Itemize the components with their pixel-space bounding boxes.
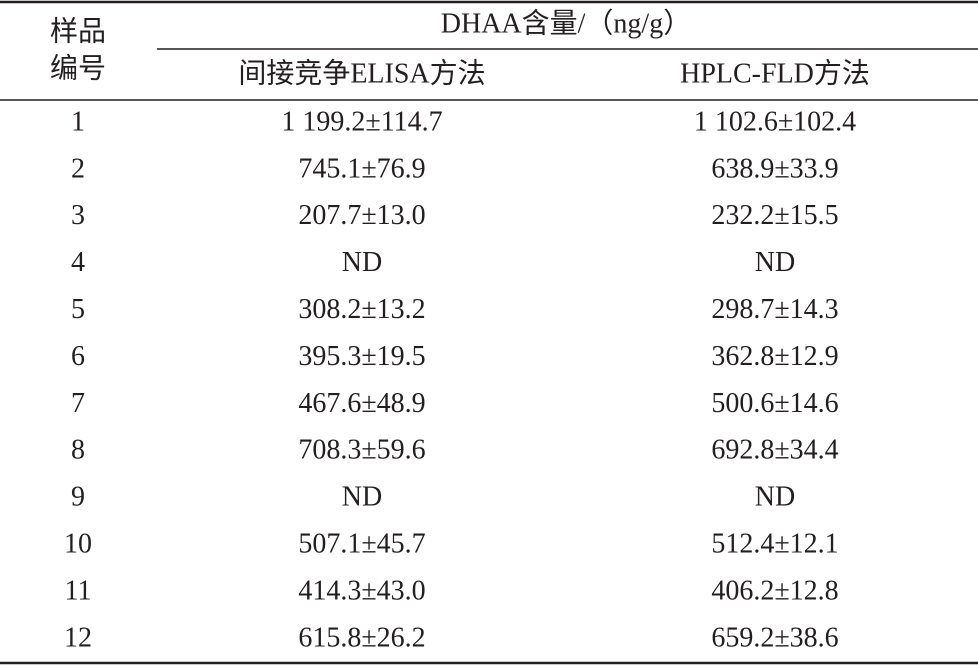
sample-id: 3 bbox=[71, 200, 85, 231]
cell-value: 745.1±76.9 bbox=[298, 153, 425, 184]
cell-value: 692.8±34.4 bbox=[711, 435, 838, 466]
cell-value: 638.9±33.9 bbox=[711, 153, 838, 184]
sample-id: 5 bbox=[71, 294, 85, 325]
cell-value: ND bbox=[342, 247, 382, 278]
cell-value: 207.7±13.0 bbox=[298, 200, 425, 231]
sample-id: 2 bbox=[71, 153, 85, 184]
cell-value: 708.3±59.6 bbox=[298, 435, 425, 466]
cell-value: 467.6±48.9 bbox=[298, 388, 425, 419]
sample-id: 7 bbox=[71, 388, 85, 419]
cell-value: 232.2±15.5 bbox=[711, 200, 838, 231]
cell-value: ND bbox=[755, 482, 795, 513]
sample-id: 11 bbox=[65, 575, 92, 606]
cell-value: 395.3±19.5 bbox=[298, 341, 425, 372]
cell-value: 308.2±13.2 bbox=[298, 294, 425, 325]
cell-value: ND bbox=[755, 247, 795, 278]
cell-value: ND bbox=[342, 482, 382, 513]
sample-id: 9 bbox=[71, 482, 85, 513]
sample-header: 样品 bbox=[50, 15, 106, 47]
cell-value: 298.7±14.3 bbox=[711, 294, 838, 325]
group-header: DHAA含量/（ng/g） bbox=[441, 7, 691, 39]
sample-id: 12 bbox=[64, 622, 92, 653]
column-header: HPLC-FLD方法 bbox=[680, 57, 870, 89]
cell-value: 1 199.2±114.7 bbox=[281, 106, 442, 137]
sample-id: 4 bbox=[71, 247, 85, 278]
cell-value: 512.4±12.1 bbox=[711, 529, 838, 560]
cell-value: 1 102.6±102.4 bbox=[694, 106, 856, 137]
column-header: 间接竞争ELISA方法 bbox=[238, 57, 485, 89]
sample-id: 6 bbox=[71, 341, 85, 372]
cell-value: 507.1±45.7 bbox=[298, 529, 425, 560]
cell-value: 615.8±26.2 bbox=[298, 622, 425, 653]
cell-value: 406.2±12.8 bbox=[711, 575, 838, 606]
cell-value: 414.3±43.0 bbox=[298, 575, 425, 606]
sample-id: 1 bbox=[71, 106, 85, 137]
sample-id: 10 bbox=[64, 529, 92, 560]
cell-value: 362.8±12.9 bbox=[711, 341, 838, 372]
sample-header: 编号 bbox=[50, 52, 106, 84]
cell-value: 659.2±38.6 bbox=[711, 622, 838, 653]
cell-value: 500.6±14.6 bbox=[711, 388, 838, 419]
sample-id: 8 bbox=[71, 435, 85, 466]
